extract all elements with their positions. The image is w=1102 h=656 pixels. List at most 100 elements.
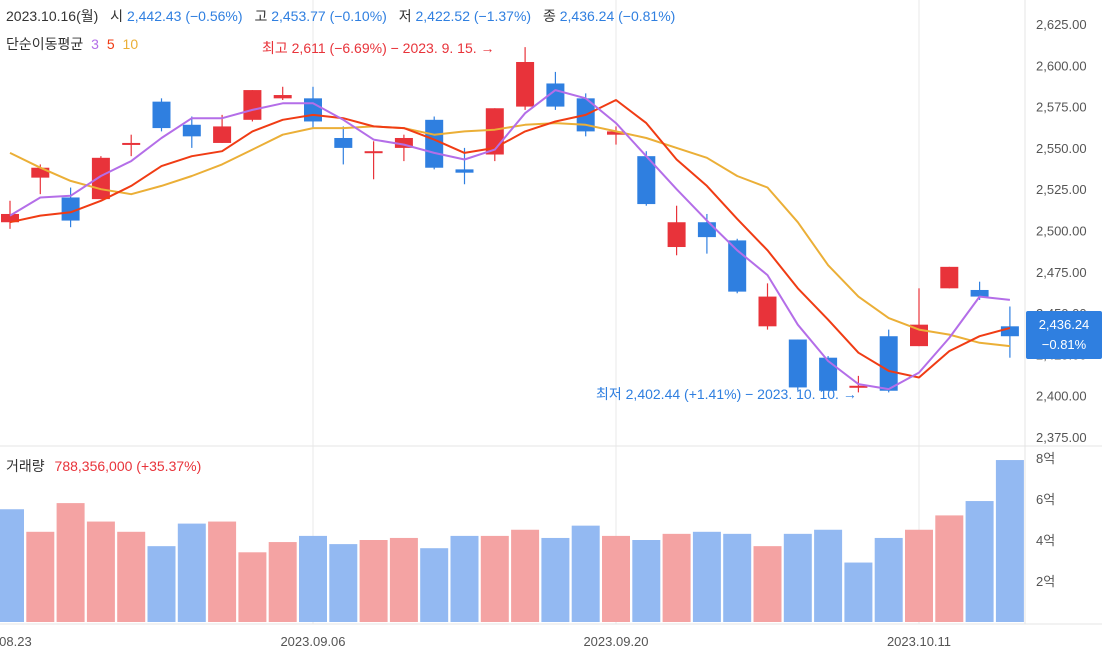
candle-body [364,151,383,154]
volume-bar [56,503,85,622]
candle-body [940,266,959,289]
candle-body [334,137,353,148]
y-tick-label: 2,525.00 [1036,182,1087,197]
volume-bar [783,533,812,622]
volume-bar [268,542,297,622]
candle-body [637,156,656,205]
low-annotation: 최저 2,402.44 (+1.41%) − 2023. 10. 10. → [596,386,857,402]
volume-bar [0,509,24,622]
candle-body [697,222,716,238]
candle-body [879,336,898,391]
volume-bar [117,531,146,622]
volume-bar [571,525,600,622]
low-label: 저 [398,8,412,24]
volume-bar [814,529,843,622]
ma10-line [9,122,1011,348]
volume-bar [329,544,358,622]
y-tick-label: 2,375.00 [1036,430,1087,445]
volume-tick-label: 6억 [1036,492,1055,507]
volume-bar [905,529,933,622]
volume-tick-label: 4억 [1036,533,1055,548]
high-label: 고 [254,8,268,24]
volume-bar [26,531,55,622]
ohlc-header: 2023.10.16(월) 시 2,442.43 (−0.56%) 고 2,45… [6,6,675,26]
volume-bar [662,533,691,622]
y-tick-label: 2,600.00 [1036,58,1087,73]
ma10-legend: 10 [122,36,139,52]
candle-body [758,296,777,327]
y-tick-label: 2,625.00 [1036,17,1087,32]
candle-body [304,98,322,122]
volume-bar [844,562,873,622]
candle-body [182,124,201,137]
ma-legend-label: 단순이동평균 [6,36,84,52]
volume-bar [874,537,903,622]
candle-body [607,131,625,135]
candle-body [455,169,474,173]
open-value: 2,442.43 (−0.56%) [126,8,243,24]
y-tick-label: 2,550.00 [1036,141,1087,156]
open-label: 시 [110,8,124,24]
volume-bar [753,546,782,622]
volume-bar [420,548,449,622]
volume-label: 거래량 [6,458,45,474]
volume-bar [86,521,115,622]
candle-body [273,95,292,99]
current-price-change: −0.81% [1041,337,1087,352]
volume-bar [238,552,267,622]
candle-body [425,119,444,168]
volume-tick-label: 8억 [1036,451,1055,466]
candle-body [516,61,535,107]
ma3-line [9,89,1011,391]
candle-body [1,213,19,223]
volume-legend: 거래량 788,356,000 (+35.37%) [6,456,201,476]
candle-body [243,90,262,120]
y-tick-label: 2,575.00 [1036,100,1087,115]
candle-body [728,240,747,292]
candle-body [122,142,141,145]
volume-bar [450,535,479,622]
ma-legend[interactable]: 단순이동평균 3 5 10 [6,34,138,54]
candle-body [849,385,868,388]
volume-bar [602,535,630,622]
x-tick-label: 2023.10.11 [887,634,951,649]
current-price-value: 2,436.24 [1038,317,1090,332]
low-value: 2,422.52 (−1.37%) [415,8,532,24]
header-date: 2023.10.16(월) [6,8,99,24]
volume-bar [299,535,327,622]
volume-value: 788,356,000 (+35.37%) [54,458,202,474]
candle-body [61,197,80,221]
y-tick-label: 2,500.00 [1036,224,1087,239]
volume-bar [147,546,176,622]
candle-body [213,126,232,143]
volume-bar [541,537,570,622]
volume-bar [480,535,509,622]
ma5-line [9,99,1011,379]
volume-tick-label: 2억 [1036,574,1055,589]
candle-body [1000,326,1019,337]
close-value: 2,436.24 (−0.81%) [559,8,676,24]
candle-body [152,101,171,129]
high-value: 2,453.77 (−0.10%) [271,8,387,24]
volume-bar [692,531,721,622]
candle-body [970,289,989,297]
candle-body [788,339,807,388]
y-tick-label: 2,475.00 [1036,265,1087,280]
candle-body [819,357,838,391]
x-tick-label: 3.08.23 [0,634,32,649]
candle-body [394,137,413,148]
volume-bar [389,537,418,622]
x-tick-label: 2023.09.06 [280,634,345,649]
volume-bar [208,521,237,622]
volume-bar [723,533,752,622]
high-annotation: 최고 2,611 (−6.69%) − 2023. 9. 15. → [262,40,495,56]
ma3-legend: 3 [91,36,99,52]
volume-bar [511,529,540,622]
volume-bar [177,523,206,622]
candle-body [91,157,110,200]
candle-body [31,167,50,178]
ma5-legend: 5 [106,36,115,52]
volume-bar [359,540,388,622]
current-price-tag: 2,436.24 −0.81% [1026,311,1102,359]
